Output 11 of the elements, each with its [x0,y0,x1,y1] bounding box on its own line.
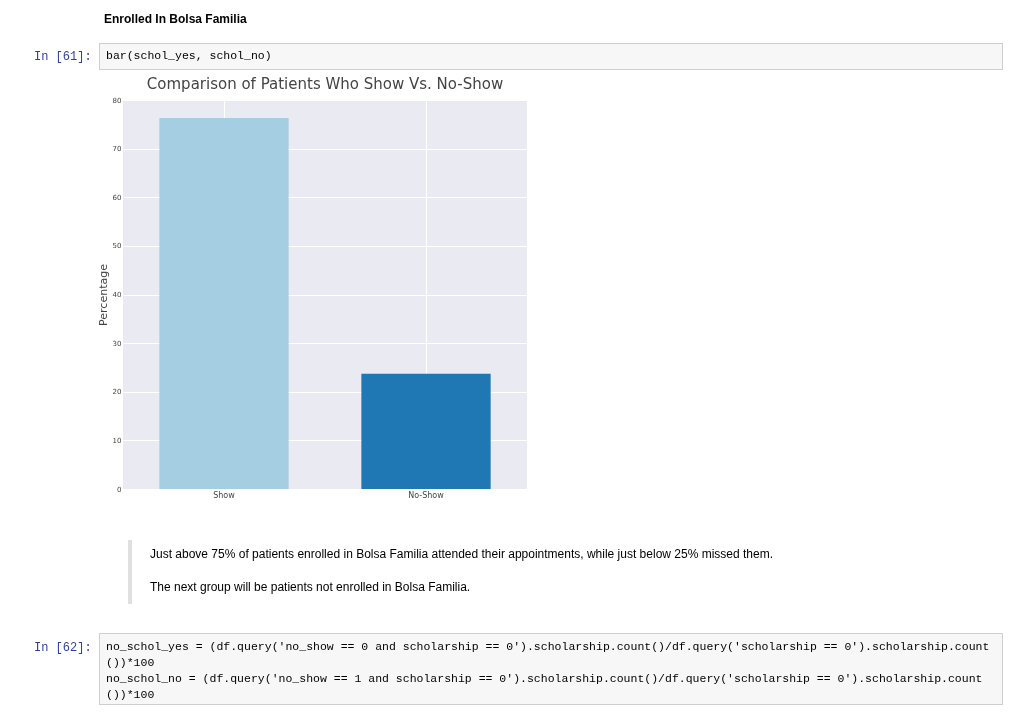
text: no_schol_yes = (df.query('no_show == 0 and scholarship == 0').scholarship.count()/df.query('scholarship == 0').scholarship.count())*100 no_schol_no = (df.query('no_show == 1 and scholarship == 0').scholarship.count()/df.query('scholarship == 0').scholarship.count())*100 [99,633,1003,705]
text: In [62]: [34,641,92,655]
text: Just above 75% of patients enrolled in Bolsa Familia attended their appointments, while just below 25% missed them. [150,547,774,561]
text: The next group will be patients not enrolled in Bolsa Familia. [150,580,471,594]
x-tick-label: No-Show [408,490,445,500]
x-tick-label: Show [213,490,236,500]
chart-title: Comparison of Patients Who Show Vs. No-Show [146,75,504,93]
y-axis-title: Percentage [96,263,110,326]
text: Enrolled In Bolsa Familia [104,12,247,26]
text: bar(schol_yes, schol_no) [99,43,1003,70]
text: In [61]: [34,50,92,64]
